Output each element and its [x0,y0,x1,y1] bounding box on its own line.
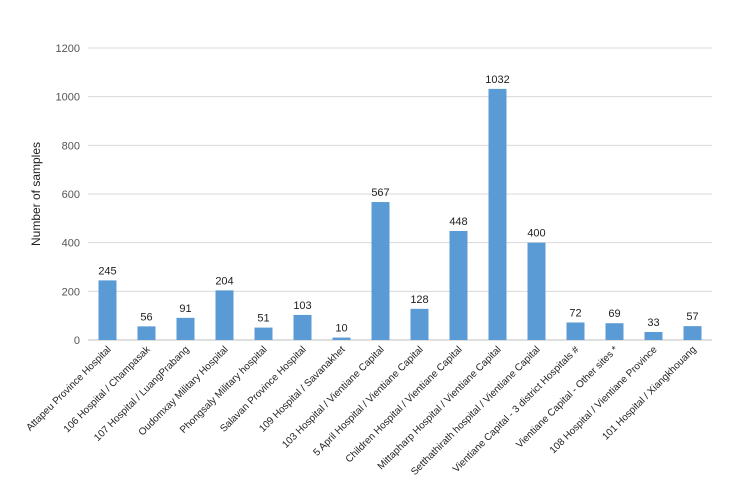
data-label: 56 [140,311,152,323]
data-label: 91 [179,303,191,315]
data-label: 128 [410,294,428,306]
bar [293,314,312,340]
bar [527,242,546,340]
data-label: 245 [98,265,116,277]
bar [449,230,468,340]
y-axis-label: Number of samples [29,142,43,246]
y-tick-label: 0 [74,335,80,347]
bar [644,331,663,340]
data-label: 72 [569,307,581,319]
data-label: 204 [215,275,233,287]
bar [137,326,156,340]
y-tick-label: 1000 [56,92,80,104]
y-tick-label: 400 [62,238,80,250]
bar [332,337,351,340]
data-label: 57 [686,311,698,323]
bar [410,308,429,340]
y-tick-label: 200 [62,286,80,298]
y-tick-label: 1200 [56,43,80,55]
gridlines [88,47,712,292]
data-label: 33 [647,317,659,329]
bar [215,290,234,340]
bar [605,323,624,340]
data-labels: 245 56 91 204 51 103 10 567 128 448 1032 400 72 69 33 5… [98,74,698,335]
data-label: 103 [293,300,311,312]
bar [176,317,195,340]
bars [98,88,702,340]
bar [566,322,585,340]
data-label: 1032 [485,74,509,86]
bar [371,202,390,340]
data-label: 400 [527,228,545,240]
data-label: 567 [371,187,389,199]
y-tick-label: 800 [62,140,80,152]
bar [683,326,702,340]
bar [488,88,507,340]
data-label: 69 [608,308,620,320]
bar [254,327,273,340]
data-label: 10 [335,323,347,335]
y-axis-ticks: 0 200 400 600 800 1000 1200 [56,43,80,347]
y-tick-label: 600 [62,189,80,201]
bar [98,280,117,340]
data-label: 448 [449,216,467,228]
data-label: 51 [257,313,269,325]
